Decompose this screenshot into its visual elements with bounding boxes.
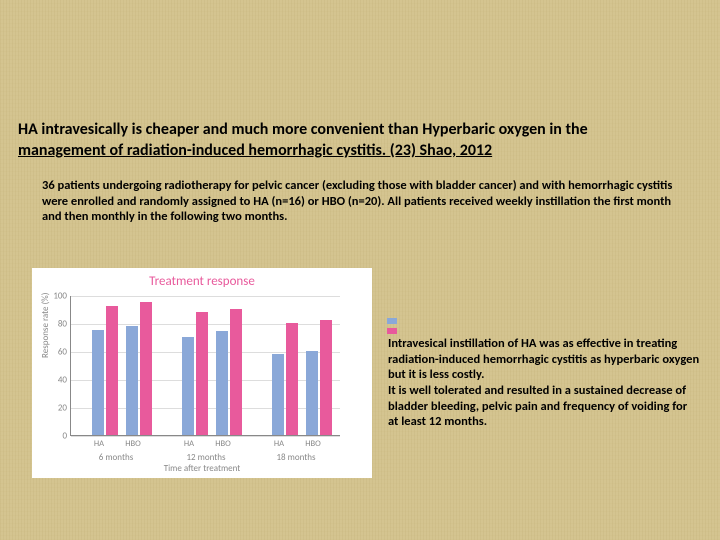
chart-bar [216,331,228,435]
chart-bar [126,326,138,435]
treatment-response-chart: Treatment response Response rate (%) 020… [32,268,372,478]
chart-bar [230,309,242,435]
legend-item [387,318,400,324]
chart-xgroup: 18 months [276,452,315,463]
chart-xtick: HBO [215,439,231,449]
chart-ytick: 100 [49,291,67,302]
title-line1: HA intravesically is cheaper and much mo… [18,120,588,139]
legend-item [387,328,400,334]
title-line2: management of radiation-induced hemorrha… [18,141,492,160]
chart-bar [140,302,152,435]
legend-swatch [387,328,397,334]
chart-xtick: HA [94,439,104,449]
chart-bar [106,306,118,435]
chart-title: Treatment response [32,268,372,289]
chart-gridline [71,436,340,437]
chart-ytick: 20 [49,403,67,414]
chart-plot-area: 020406080100HAHBO6 monthsHAHBO12 monthsH… [70,296,340,436]
chart-xtick: HBO [305,439,321,449]
chart-bar [286,323,298,435]
chart-xgroup: 12 months [186,452,225,463]
chart-bar [272,354,284,435]
chart-bar [196,312,208,435]
chart-bar [92,330,104,435]
chart-ytick: 40 [49,375,67,386]
conclusion-p1: Intravesical instillation of HA was as e… [388,336,700,383]
chart-legend [387,318,400,338]
chart-bar [306,351,318,435]
chart-bar [182,337,194,435]
slide-title: HA intravesically is cheaper and much mo… [18,120,702,162]
method-paragraph: 36 patients undergoing radiotherapy for … [42,178,682,225]
chart-xtick: HA [184,439,194,449]
conclusion-text: Intravesical instillation of HA was as e… [388,336,700,430]
chart-ytick: 80 [49,319,67,330]
chart-ytick: 60 [49,347,67,358]
chart-gridline [71,296,340,297]
chart-xlabel: Time after treatment [32,463,372,474]
chart-xtick: HBO [125,439,141,449]
chart-xgroup: 6 months [99,452,133,463]
conclusion-p2: It is well tolerated and resulted in a s… [388,383,700,430]
chart-ytick: 0 [49,431,67,442]
chart-xtick: HA [274,439,284,449]
legend-swatch [387,318,397,324]
chart-bar [320,320,332,435]
